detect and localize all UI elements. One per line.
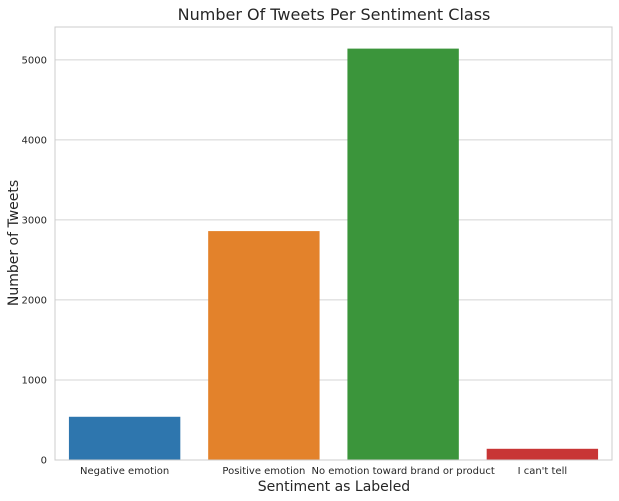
bar-1 <box>208 231 320 460</box>
bars <box>68 48 599 460</box>
y-tick-label-1: 1000 <box>22 375 47 386</box>
y-tick-label-3: 3000 <box>22 215 47 226</box>
y-tick-label-2: 2000 <box>22 295 47 306</box>
x-tick-label-2: No emotion toward brand or product <box>311 466 494 477</box>
plot-frame <box>54 26 613 461</box>
y-tick-labels: 0 1000 2000 3000 4000 5000 <box>22 55 47 466</box>
y-tick-label-4: 4000 <box>22 135 47 146</box>
y-tick-label-0: 0 <box>41 456 47 467</box>
bar-2 <box>347 48 459 460</box>
gridlines <box>55 59 612 461</box>
x-tick-label-0: Negative emotion <box>80 466 169 477</box>
x-tick-label-1: Positive emotion <box>222 466 305 477</box>
bar-3 <box>486 448 599 460</box>
bar-0 <box>68 416 181 460</box>
x-tick-label-3: I can't tell <box>518 466 568 477</box>
x-tick-labels: Negative emotion Positive emotion No emoti… <box>80 466 567 477</box>
chart-title: Number Of Tweets Per Sentiment Class <box>178 5 491 24</box>
y-axis-title: Number of Tweets <box>6 180 22 306</box>
x-axis-title: Sentiment as Labeled <box>258 479 410 495</box>
y-tick-label-5: 5000 <box>22 55 47 66</box>
